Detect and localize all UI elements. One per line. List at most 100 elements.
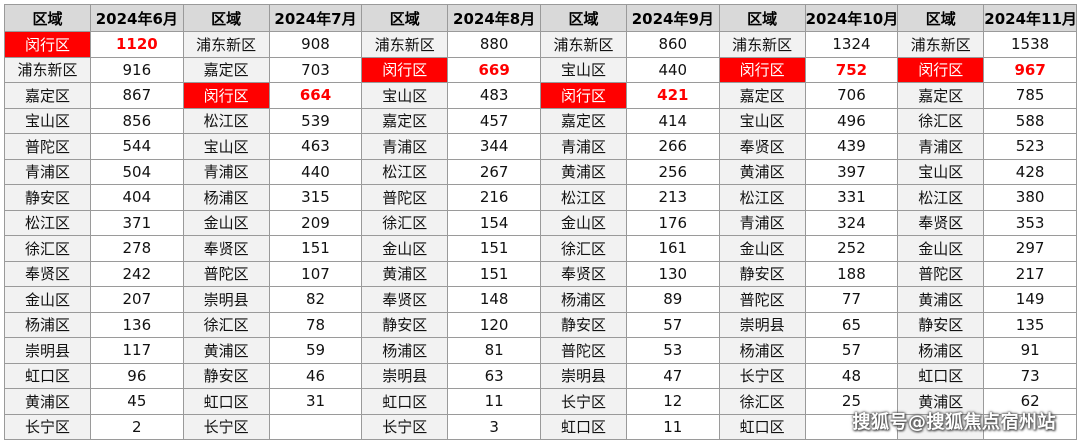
value-cell: 12	[625, 388, 720, 415]
watermark: 搜狐号@搜狐焦点宿州站	[852, 412, 1056, 433]
value-cell: 148	[447, 286, 541, 313]
value-cell: 397	[804, 158, 899, 185]
value-cell: 856	[90, 107, 184, 134]
month-header: 2024年11月	[983, 4, 1077, 32]
table-row: 杨浦区 136 徐汇区 78 静安区 120 静安区 57 崇明县 65 静安区 135	[4, 311, 1077, 338]
table-row: 徐汇区 278 奉贤区 151 金山区 151 徐汇区 161 金山区 252 金山区 297	[4, 235, 1077, 262]
region-cell: 崇明县	[539, 362, 627, 389]
region-cell: 普陀区	[182, 260, 270, 287]
region-cell: 宝山区	[718, 107, 806, 134]
region-cell: 长宁区	[718, 362, 806, 389]
region-cell: 普陀区	[539, 337, 627, 364]
value-cell: 149	[983, 286, 1077, 313]
highlighted-region-cell: 闵行区	[182, 82, 270, 109]
region-cell: 杨浦区	[718, 337, 806, 364]
region-cell: 青浦区	[4, 158, 91, 185]
region-cell: 徐汇区	[718, 388, 806, 415]
value-cell: 136	[90, 311, 184, 338]
value-cell: 331	[804, 184, 899, 211]
region-cell: 宝山区	[897, 158, 985, 185]
region-cell: 普陀区	[897, 260, 985, 287]
region-cell: 嘉定区	[182, 56, 270, 83]
value-cell: 73	[983, 362, 1077, 389]
region-cell: 徐汇区	[539, 235, 627, 262]
month-header: 2024年6月	[90, 4, 184, 32]
region-cell: 杨浦区	[539, 286, 627, 313]
region-header: 区域	[182, 4, 270, 32]
value-cell: 46	[268, 362, 363, 389]
region-cell: 长宁区	[182, 413, 270, 440]
region-cell: 普陀区	[4, 133, 91, 160]
region-cell: 崇明县	[4, 337, 91, 364]
value-cell: 539	[268, 107, 363, 134]
value-cell: 31	[268, 388, 363, 415]
value-cell: 78	[268, 311, 363, 338]
value-cell: 217	[983, 260, 1077, 287]
value-cell: 496	[804, 107, 899, 134]
value-cell: 63	[447, 362, 541, 389]
value-cell: 188	[804, 260, 899, 287]
highlighted-region-cell: 闵行区	[539, 82, 627, 109]
value-cell: 256	[625, 158, 720, 185]
region-cell: 浦东新区	[539, 31, 627, 58]
value-cell: 176	[625, 209, 720, 236]
value-cell: 785	[983, 82, 1077, 109]
value-cell	[983, 413, 1077, 440]
table-row: 奉贤区 242 普陀区 107 黄浦区 151 奉贤区 130 静安区 188 普陀区 217	[4, 260, 1077, 287]
value-cell: 414	[625, 107, 720, 134]
region-cell: 虹口区	[718, 413, 806, 440]
table-row: 嘉定区 867 闵行区 664 宝山区 483 闵行区 421 嘉定区 706 嘉定区 785	[4, 82, 1077, 109]
month-header: 2024年10月	[804, 4, 899, 32]
value-cell: 11	[447, 388, 541, 415]
region-cell: 宝山区	[182, 133, 270, 160]
region-cell: 浦东新区	[718, 31, 806, 58]
value-cell: 242	[90, 260, 184, 287]
value-cell: 57	[804, 337, 899, 364]
region-cell: 嘉定区	[539, 107, 627, 134]
region-cell: 崇明县	[182, 286, 270, 313]
value-cell: 380	[983, 184, 1077, 211]
value-cell: 353	[983, 209, 1077, 236]
region-cell: 金山区	[897, 235, 985, 262]
value-cell: 483	[447, 82, 541, 109]
region-cell: 杨浦区	[897, 337, 985, 364]
region-cell: 宝山区	[539, 56, 627, 83]
highlighted-region-cell: 闵行区	[718, 56, 806, 83]
value-cell: 120	[447, 311, 541, 338]
value-cell: 860	[625, 31, 720, 58]
region-cell: 虹口区	[4, 362, 91, 389]
region-cell: 奉贤区	[361, 286, 449, 313]
table-row: 长宁区 2 长宁区 长宁区 3 虹口区 11 虹口区	[4, 413, 1077, 440]
value-cell: 2	[90, 413, 184, 440]
region-cell: 青浦区	[361, 133, 449, 160]
value-cell	[268, 413, 363, 440]
month-header: 2024年8月	[447, 4, 541, 32]
region-cell: 长宁区	[361, 413, 449, 440]
region-cell: 杨浦区	[182, 184, 270, 211]
region-cell: 黄浦区	[897, 286, 985, 313]
region-cell: 松江区	[539, 184, 627, 211]
value-cell: 371	[90, 209, 184, 236]
value-cell: 161	[625, 235, 720, 262]
value-cell: 3	[447, 413, 541, 440]
region-cell: 杨浦区	[361, 337, 449, 364]
table-row: 黄浦区 45 虹口区 31 虹口区 11 长宁区 12 徐汇区 25 黄浦区 62	[4, 388, 1077, 415]
region-cell: 静安区	[182, 362, 270, 389]
value-cell: 252	[804, 235, 899, 262]
region-cell: 奉贤区	[4, 260, 91, 287]
region-cell: 崇明县	[361, 362, 449, 389]
value-cell	[804, 413, 899, 440]
value-cell: 213	[625, 184, 720, 211]
region-cell: 虹口区	[361, 388, 449, 415]
value-cell: 135	[983, 311, 1077, 338]
region-cell: 宝山区	[361, 82, 449, 109]
region-cell: 宝山区	[4, 107, 91, 134]
header-row: 区域 2024年6月 区域 2024年7月 区域 2024年8月 区域 2024…	[4, 4, 1077, 32]
value-cell: 297	[983, 235, 1077, 262]
region-cell: 徐汇区	[4, 235, 91, 262]
value-cell: 344	[447, 133, 541, 160]
value-cell: 324	[804, 209, 899, 236]
region-header: 区域	[539, 4, 627, 32]
region-cell: 静安区	[718, 260, 806, 287]
value-cell: 82	[268, 286, 363, 313]
